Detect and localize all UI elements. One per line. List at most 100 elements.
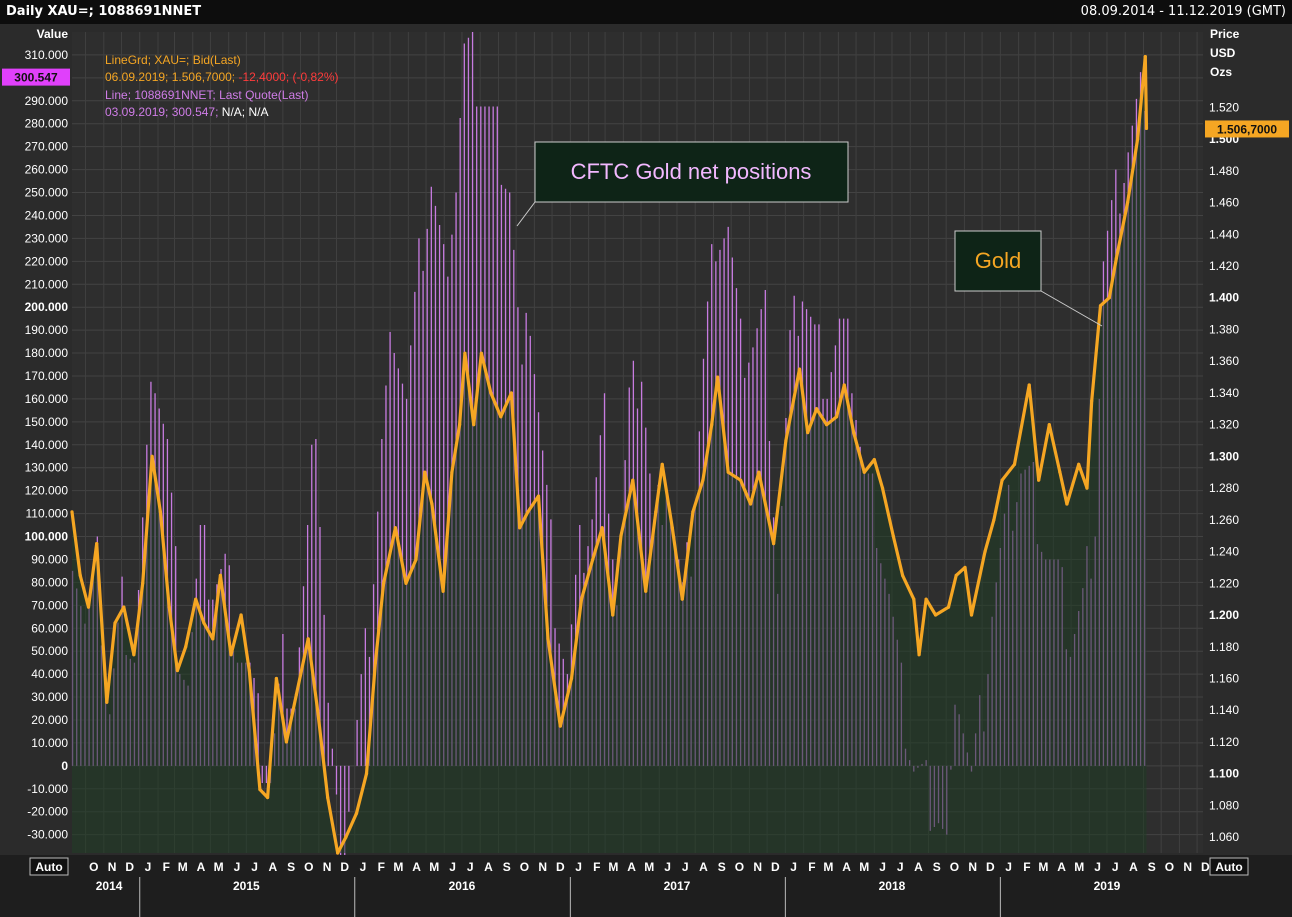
x-tick-label: J	[467, 860, 474, 874]
gold-point	[141, 581, 145, 585]
gold-point	[284, 740, 289, 744]
gold-point	[218, 573, 223, 577]
right-tick-label: 1.440	[1209, 227, 1239, 241]
left-tick-label: 70.000	[31, 598, 68, 612]
x-tick-label: A	[484, 860, 493, 874]
gold-point	[1065, 502, 1069, 506]
x-tick-label: O	[304, 860, 313, 874]
gold-point	[852, 430, 856, 435]
right-tick-label: 1.120	[1209, 735, 1239, 749]
x-axis-band	[0, 855, 1292, 917]
x-tick-label: J	[1005, 860, 1012, 874]
gold-point	[917, 653, 921, 657]
cftc-callout-text: CFTC Gold net positions	[571, 159, 812, 184]
gold-point	[835, 415, 839, 419]
gold-point	[954, 573, 958, 577]
gold-point	[784, 438, 788, 443]
gold-point	[184, 645, 188, 649]
left-tick-label: 310.000	[25, 48, 69, 62]
gold-point	[526, 510, 530, 514]
left-tick-label: 230.000	[25, 231, 69, 245]
gold-point	[710, 423, 714, 427]
left-tick-label: 50.000	[31, 644, 68, 658]
current-value-right-label: 1.506,7000	[1217, 122, 1277, 136]
x-tick-label: O	[1165, 860, 1174, 874]
gold-point	[814, 407, 819, 411]
gold-callout-box	[954, 230, 1042, 292]
gold-point	[749, 502, 753, 506]
gold-point	[105, 700, 109, 704]
gold-point	[536, 494, 541, 498]
left-tick-label: -30.000	[27, 828, 68, 842]
gold-point	[670, 526, 674, 530]
left-tick-label: 250.000	[25, 186, 69, 200]
gold-point	[211, 637, 215, 641]
left-tick-label: 280.000	[25, 117, 69, 131]
gold-point	[95, 542, 99, 546]
x-tick-label: M	[1038, 860, 1048, 874]
x-tick-label: A	[914, 860, 923, 874]
gold-point	[158, 510, 162, 514]
chart-title: Daily XAU=; 1088691NNET	[6, 4, 202, 19]
x-tick-label: A	[699, 860, 708, 874]
x-tick-label: D	[771, 860, 780, 874]
x-tick-label: J	[360, 860, 367, 874]
x-tick-label: O	[520, 860, 529, 874]
left-tick-label: 20.000	[31, 713, 68, 727]
right-tick-label: 1.360	[1209, 354, 1239, 368]
gold-point	[1027, 383, 1031, 387]
current-value-right-marker	[1205, 120, 1289, 138]
gold-point	[265, 795, 270, 800]
gold-point	[70, 510, 74, 514]
gold-point	[644, 589, 648, 593]
gold-point	[611, 613, 615, 617]
left-tick-label: 30.000	[31, 690, 68, 704]
right-tick-label: 1.240	[1209, 545, 1239, 559]
x-tick-label: M	[859, 860, 869, 874]
left-tick-label: 180.000	[25, 346, 69, 360]
x-tick-label: J	[682, 860, 689, 874]
gold-point	[344, 835, 348, 839]
gold-point	[316, 708, 320, 712]
left-tick-label: 140.000	[25, 438, 69, 452]
gold-point	[969, 613, 974, 617]
gold-point	[963, 565, 967, 570]
x-tick-label: M	[823, 860, 833, 874]
x-tick-label: N	[323, 860, 332, 874]
x-tick-label: S	[503, 860, 511, 874]
gold-point	[1085, 486, 1089, 490]
gold-point	[306, 637, 310, 641]
gold-point	[194, 597, 198, 601]
gold-point	[891, 534, 895, 538]
x-tick-label: A	[412, 860, 421, 874]
gold-point	[1114, 256, 1119, 260]
left-tick-label: 100.000	[25, 530, 69, 544]
gold-point	[1098, 304, 1103, 308]
gold-area	[72, 56, 1147, 854]
auto-scale-left-label: Auto	[35, 860, 62, 874]
left-tick-label: 210.000	[25, 277, 69, 291]
x-tick-label: D	[1201, 860, 1210, 874]
right-axis-header-usd: USD	[1210, 46, 1236, 60]
gold-point	[680, 597, 684, 601]
gold-point	[509, 391, 514, 395]
left-tick-label: 110.000	[26, 507, 69, 521]
legend-cftc-last: 03.09.2019; 300.547;	[105, 105, 222, 119]
gold-point	[1090, 399, 1094, 403]
x-tick-label: J	[879, 860, 886, 874]
gold-point	[247, 668, 251, 673]
gold-point	[933, 613, 938, 617]
x-tick-label: J	[234, 860, 241, 874]
left-tick-label: 260.000	[25, 163, 69, 177]
right-tick-label: 1.060	[1209, 830, 1239, 844]
right-tick-label: 1.460	[1209, 196, 1239, 210]
current-value-left-label: 300.547	[14, 71, 58, 85]
auto-scale-left-button[interactable]	[29, 857, 69, 876]
auto-scale-right-button[interactable]	[1209, 857, 1249, 876]
gold-point	[691, 510, 695, 514]
right-tick-label: 1.260	[1209, 513, 1239, 527]
gold-point	[701, 478, 705, 482]
left-tick-label: 240.000	[25, 208, 69, 222]
gold-point	[239, 613, 243, 617]
